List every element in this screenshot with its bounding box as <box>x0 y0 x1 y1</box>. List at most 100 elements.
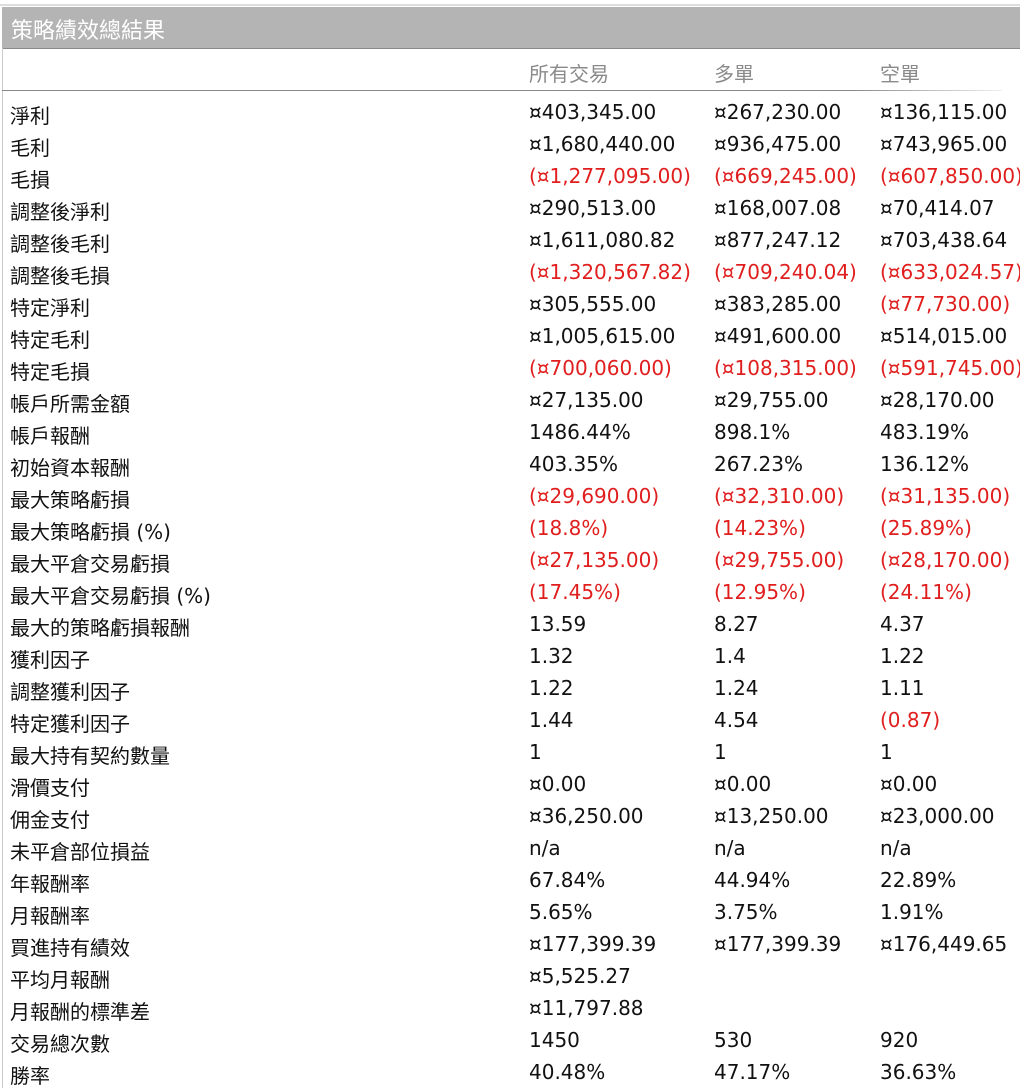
value-short: 136.12% <box>880 452 969 476</box>
table-row: 最大策略虧損 (¤29,690.00) (¤32,310.00) (¤31,135.0… <box>0 484 1020 516</box>
value-all-trades: ¤305,555.00 <box>529 292 657 316</box>
metric-label: 勝率 <box>10 1064 50 1088</box>
value-short: 1 <box>880 740 893 764</box>
value-long: 1 <box>714 740 727 764</box>
table-row: 特定毛利 ¤1,005,615.00 ¤491,600.00 ¤514,015.00 <box>0 324 1020 356</box>
value-short: (¤607,850.00) <box>880 164 1020 188</box>
metric-label: 最大持有契約數量 <box>10 744 170 768</box>
left-border <box>2 48 3 1088</box>
value-all-trades: 1 <box>529 740 542 764</box>
table-row: 特定獲利因子 1.44 4.54 (0.87) <box>0 708 1020 740</box>
table-row: 月報酬率 5.65% 3.75% 1.91% <box>0 900 1020 932</box>
metric-label: 最大平倉交易虧損 <box>10 552 170 576</box>
value-short: ¤176,449.65 <box>880 932 1008 956</box>
value-all-trades: 67.84% <box>529 868 606 892</box>
value-all-trades: 1.22 <box>529 676 574 700</box>
value-short: 1.91% <box>880 900 944 924</box>
metric-label: 帳戶報酬 <box>10 424 90 448</box>
column-header-all-trades: 所有交易 <box>529 62 609 86</box>
value-all-trades: ¤11,797.88 <box>529 996 644 1020</box>
value-long: ¤936,475.00 <box>714 132 842 156</box>
value-long: 4.54 <box>714 708 759 732</box>
value-long: ¤267,230.00 <box>714 100 842 124</box>
value-all-trades: ¤0.00 <box>529 772 587 796</box>
column-header-long: 多單 <box>714 62 754 86</box>
value-short: (¤77,730.00) <box>880 292 1011 316</box>
table-row: 毛損 (¤1,277,095.00) (¤669,245.00) (¤607,850.… <box>0 164 1020 196</box>
metric-label: 毛利 <box>10 136 50 160</box>
value-short: 1.11 <box>880 676 925 700</box>
value-all-trades: (¤29,690.00) <box>529 484 660 508</box>
value-all-trades: ¤36,250.00 <box>529 804 644 828</box>
metric-label: 調整後毛利 <box>10 232 110 256</box>
value-long: (¤32,310.00) <box>714 484 845 508</box>
value-short: 920 <box>880 1028 919 1052</box>
value-all-trades: (¤27,135.00) <box>529 548 660 572</box>
value-short: (25.89%) <box>880 516 972 540</box>
value-long: 44.94% <box>714 868 791 892</box>
metric-label: 交易總次數 <box>10 1032 110 1056</box>
table-row: 滑價支付 ¤0.00 ¤0.00 ¤0.00 <box>0 772 1020 804</box>
value-long: 8.27 <box>714 612 759 636</box>
table-row: 最大策略虧損 (%) (18.8%) (14.23%) (25.89%) <box>0 516 1020 548</box>
table-row: 特定淨利 ¤305,555.00 ¤383,285.00 (¤77,730.00) <box>0 292 1020 324</box>
metric-label: 淨利 <box>10 104 50 128</box>
value-all-trades: (¤1,277,095.00) <box>529 164 691 188</box>
value-short: ¤514,015.00 <box>880 324 1008 348</box>
value-all-trades: (¤1,320,567.82) <box>529 260 691 284</box>
value-all-trades: ¤1,680,440.00 <box>529 132 676 156</box>
table-row: 勝率 40.48% 47.17% 36.63% <box>0 1060 1020 1092</box>
value-long: (¤29,755.00) <box>714 548 845 572</box>
metric-label: 最大平倉交易虧損 (%) <box>10 584 211 608</box>
value-long: ¤168,007.08 <box>714 196 842 220</box>
value-short: (¤31,135.00) <box>880 484 1011 508</box>
value-long: n/a <box>714 836 746 860</box>
value-all-trades: ¤1,611,080.82 <box>529 228 676 252</box>
panel-title: 策略績效總結果 <box>11 19 166 44</box>
metric-label: 滑價支付 <box>10 776 90 800</box>
value-short: n/a <box>880 836 912 860</box>
value-short: 36.63% <box>880 1060 957 1084</box>
value-short: 483.19% <box>880 420 969 444</box>
value-all-trades: ¤27,135.00 <box>529 388 644 412</box>
value-all-trades: (17.45%) <box>529 580 621 604</box>
value-long: 267.23% <box>714 452 803 476</box>
value-all-trades: ¤177,399.39 <box>529 932 657 956</box>
table-row: 帳戶所需金額 ¤27,135.00 ¤29,755.00 ¤28,170.00 <box>0 388 1020 420</box>
metric-label: 最大策略虧損 (%) <box>10 520 171 544</box>
value-short: (24.11%) <box>880 580 972 604</box>
table-row: 平均月報酬 ¤5,525.27 <box>0 964 1020 996</box>
table-row: 調整後毛利 ¤1,611,080.82 ¤877,247.12 ¤703,438.64 <box>0 228 1020 260</box>
table-row: 帳戶報酬 1486.44% 898.1% 483.19% <box>0 420 1020 452</box>
value-short: ¤0.00 <box>880 772 938 796</box>
value-long: 1.24 <box>714 676 759 700</box>
metric-label: 年報酬率 <box>10 872 90 896</box>
value-long: (¤709,240.04) <box>714 260 857 284</box>
metric-label: 特定毛損 <box>10 360 90 384</box>
table-row: 淨利 ¤403,345.00 ¤267,230.00 ¤136,115.00 <box>0 100 1020 132</box>
metric-label: 未平倉部位損益 <box>10 840 150 864</box>
value-long: (¤108,315.00) <box>714 356 857 380</box>
metric-label: 特定獲利因子 <box>10 712 130 736</box>
metric-label: 買進持有績效 <box>10 936 130 960</box>
table-row: 調整獲利因子 1.22 1.24 1.11 <box>0 676 1020 708</box>
value-short: ¤703,438.64 <box>880 228 1008 252</box>
column-header-short: 空單 <box>880 62 920 86</box>
metric-label: 最大策略虧損 <box>10 488 130 512</box>
value-short: 4.37 <box>880 612 925 636</box>
value-short: (¤28,170.00) <box>880 548 1011 572</box>
value-all-trades: 13.59 <box>529 612 587 636</box>
value-long: ¤13,250.00 <box>714 804 829 828</box>
value-all-trades: (¤700,060.00) <box>529 356 672 380</box>
metric-label: 佣金支付 <box>10 808 90 832</box>
value-long: ¤877,247.12 <box>714 228 842 252</box>
value-short: ¤743,965.00 <box>880 132 1008 156</box>
value-long: 1.4 <box>714 644 746 668</box>
value-all-trades: 1450 <box>529 1028 580 1052</box>
value-all-trades: 403.35% <box>529 452 618 476</box>
metric-label: 月報酬的標準差 <box>10 1000 150 1024</box>
value-long: (14.23%) <box>714 516 806 540</box>
metric-label: 毛損 <box>10 168 50 192</box>
value-long: ¤0.00 <box>714 772 772 796</box>
